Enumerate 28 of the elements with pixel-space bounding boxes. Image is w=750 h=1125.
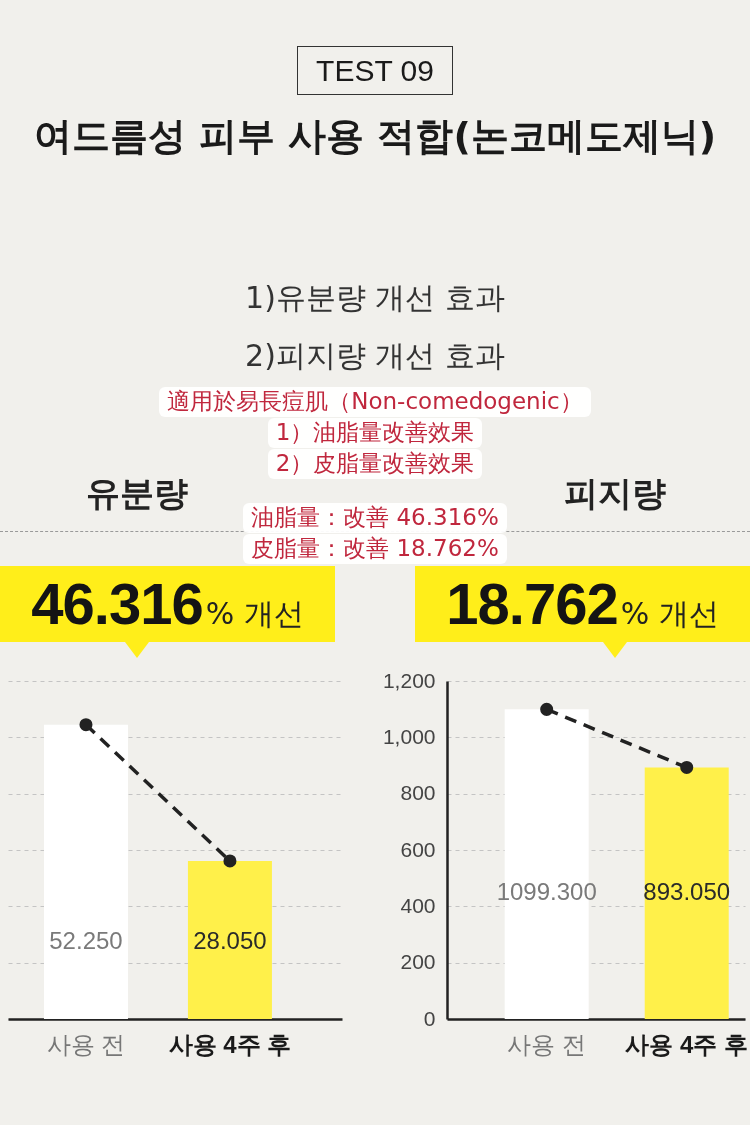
y-tick-label: 400	[400, 893, 436, 917]
y-tick-label: 1,000	[382, 724, 436, 748]
text: 2)피지량 개선 효과	[245, 337, 505, 375]
text: TEST 09	[297, 46, 453, 95]
text: 여드름성 피부 사용 적합(논코메도제닉)	[33, 113, 717, 160]
text: 適用於易長痘肌（Non-comedogenic）	[159, 387, 591, 417]
data-label: 893.050	[643, 878, 731, 905]
chart-subtitle: 46.316% 개선	[31, 571, 304, 636]
y-tick-label: 0	[423, 1006, 436, 1030]
chart-title: 피지량	[564, 473, 666, 513]
y-tick-label: 1,200	[382, 668, 436, 692]
x-tick-label: 사용 전	[46, 1030, 126, 1058]
text: 1）油脂量改善效果	[267, 418, 483, 448]
chart-subtitle: 18.762% 개선	[446, 571, 719, 636]
data-label: 28.050	[193, 927, 267, 954]
y-tick-label: 200	[400, 950, 436, 974]
text: 1)유분량 개선 효과	[245, 279, 505, 317]
x-tick-label: 사용 전	[507, 1030, 587, 1058]
x-tick-label: 사용 4주 후	[625, 1030, 749, 1058]
chart-title: 유분량	[86, 473, 188, 513]
x-tick-label: 사용 4주 후	[168, 1030, 292, 1058]
data-label: 1099.300	[496, 878, 597, 905]
text: 皮脂量：改善 18.762%	[243, 534, 507, 564]
text: 油脂量：改善 46.316%	[243, 503, 507, 533]
data-label: 52.250	[49, 927, 123, 954]
y-tick-label: 800	[400, 781, 436, 805]
text: 2）皮脂量改善效果	[267, 449, 483, 479]
y-tick-label: 600	[400, 837, 436, 861]
